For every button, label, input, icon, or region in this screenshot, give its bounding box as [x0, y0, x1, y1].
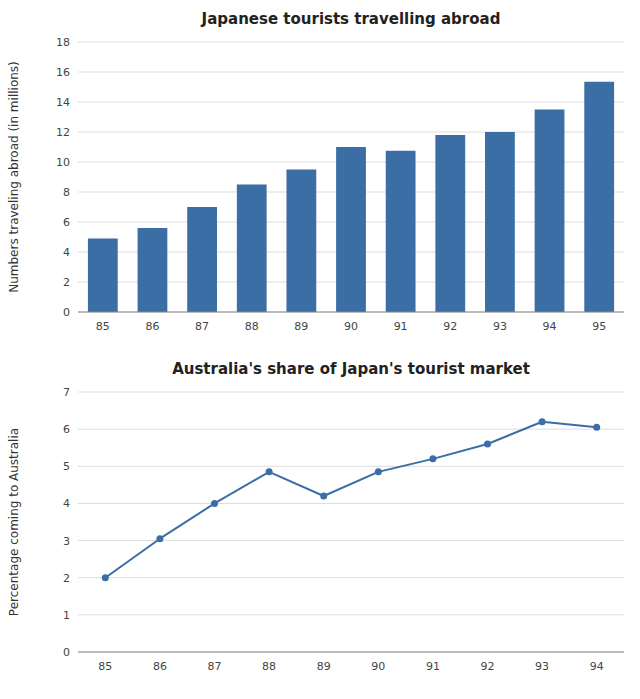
y-tick-label: 12	[56, 126, 70, 139]
y-axis-label: Percentage coming to Australia	[7, 428, 21, 616]
panel: Australia's share of Japan's tourist mar…	[7, 360, 624, 673]
y-tick-label: 7	[63, 386, 70, 399]
x-tick-label: 90	[344, 320, 358, 333]
marker	[266, 468, 273, 475]
bar	[138, 228, 168, 312]
marker	[593, 424, 600, 431]
y-tick-label: 4	[63, 497, 70, 510]
x-tick-label: 94	[543, 320, 557, 333]
marker	[539, 418, 546, 425]
marker	[102, 574, 109, 581]
x-tick-label: 93	[535, 660, 549, 673]
bar	[485, 132, 515, 312]
line	[105, 422, 596, 578]
plot-area	[102, 418, 600, 581]
grid-line	[78, 614, 624, 615]
marker	[375, 468, 382, 475]
bar	[237, 185, 267, 313]
bar	[386, 151, 416, 312]
x-tick-label: 93	[493, 320, 507, 333]
y-tick-label: 6	[63, 216, 70, 229]
x-tick-label: 95	[592, 320, 606, 333]
x-tick-label: 90	[371, 660, 385, 673]
x-tick-label: 89	[317, 660, 331, 673]
bar	[584, 82, 614, 312]
x-tick-label: 92	[481, 660, 495, 673]
x-tick-label: 87	[195, 320, 209, 333]
x-tick-label: 86	[145, 320, 159, 333]
bar	[435, 135, 465, 312]
y-tick-label: 5	[63, 460, 70, 473]
marker	[211, 500, 218, 507]
x-tick-label: 85	[96, 320, 110, 333]
y-tick-label: 1	[63, 609, 70, 622]
x-tick-label: 89	[294, 320, 308, 333]
y-tick-label: 3	[63, 535, 70, 548]
grid-line	[78, 312, 624, 313]
y-tick-label: 4	[63, 246, 70, 259]
marker	[156, 535, 163, 542]
grid-line	[78, 72, 624, 73]
x-tick-label: 88	[262, 660, 276, 673]
x-tick-label: 86	[153, 660, 167, 673]
grid-line	[78, 503, 624, 504]
grid-line	[78, 577, 624, 578]
bar	[187, 207, 217, 312]
grid-line	[78, 42, 624, 43]
x-tick-label: 91	[394, 320, 408, 333]
marker	[429, 455, 436, 462]
x-tick-label: 87	[208, 660, 222, 673]
x-axis-line	[78, 312, 624, 313]
grid-line	[78, 652, 624, 653]
x-tick-label: 91	[426, 660, 440, 673]
y-tick-label: 6	[63, 423, 70, 436]
bar	[535, 110, 565, 313]
bar	[286, 170, 316, 313]
y-tick-label: 0	[63, 646, 70, 659]
x-axis-line	[78, 652, 624, 653]
y-axis-label: Numbers traveling abroad (in millions)	[7, 61, 21, 293]
y-tick-label: 16	[56, 66, 70, 79]
y-tick-label: 0	[63, 306, 70, 319]
title: Australia's share of Japan's tourist mar…	[172, 360, 530, 378]
y-tick-label: 10	[56, 156, 70, 169]
plot-area	[88, 82, 614, 312]
grid-line	[78, 429, 624, 430]
grid-line	[78, 466, 624, 467]
marker	[320, 493, 327, 500]
grid-line	[78, 392, 624, 393]
y-tick-label: 18	[56, 36, 70, 49]
x-tick-label: 88	[245, 320, 259, 333]
bar	[336, 147, 366, 312]
x-tick-label: 92	[443, 320, 457, 333]
y-tick-label: 2	[63, 572, 70, 585]
x-tick-label: 85	[98, 660, 112, 673]
grid-line	[78, 102, 624, 103]
marker	[484, 441, 491, 448]
y-tick-label: 14	[56, 96, 70, 109]
x-tick-label: 94	[590, 660, 604, 673]
chart-svg: Japanese tourists travelling abroad Numbe…	[0, 0, 640, 699]
title: Japanese tourists travelling abroad	[201, 10, 501, 28]
chart-container: Japanese tourists travelling abroad Numbe…	[0, 0, 640, 699]
y-tick-label: 8	[63, 186, 70, 199]
panel: Japanese tourists travelling abroad Numbe…	[7, 10, 624, 333]
bar	[88, 239, 118, 313]
y-tick-label: 2	[63, 276, 70, 289]
